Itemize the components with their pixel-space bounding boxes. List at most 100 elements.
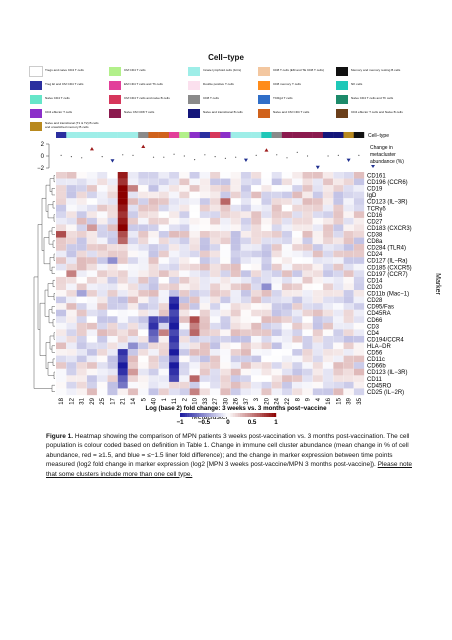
heatmap-cell	[138, 172, 149, 179]
legend-label: CM CD4 T cells and naive B cells	[124, 96, 170, 101]
heatmap-cell	[302, 381, 313, 389]
heatmap-cell	[199, 250, 211, 258]
legend-swatch	[109, 108, 121, 118]
heatmap-cell	[281, 204, 293, 212]
heatmap-cell	[353, 172, 365, 179]
heatmap-cell	[292, 244, 303, 251]
column-label: 18	[59, 397, 65, 404]
heatmap-cell	[158, 276, 170, 284]
heatmap-cell	[230, 296, 241, 304]
colorbar-segment	[218, 413, 221, 417]
heatmap-cell	[107, 349, 118, 356]
heatmap-cell	[353, 290, 365, 297]
heatmap-cell	[240, 368, 252, 376]
heatmap-cell	[322, 270, 334, 278]
heatmap-cell	[76, 263, 87, 271]
heatmap-cell	[240, 322, 252, 330]
legend-item: Innate lymphoid cells (ILCs)	[188, 66, 259, 76]
row-label: CD28	[367, 298, 383, 304]
heatmap-cell	[210, 276, 221, 284]
heatmap-cell	[148, 270, 159, 278]
celltype-cell	[117, 132, 129, 138]
heatmap-cell	[127, 185, 139, 192]
heatmap-cell	[240, 296, 252, 304]
colorbar-segment	[232, 413, 236, 417]
heatmap-cell	[76, 231, 87, 238]
heatmap-cell	[333, 381, 344, 389]
heatmap-cell	[220, 244, 231, 251]
heatmap-cell	[148, 335, 159, 343]
heatmap-cell	[271, 322, 283, 330]
heatmap-cell	[117, 283, 129, 291]
heatmap-cell	[240, 335, 252, 343]
legend-label: CD8 T cells (EM and TE CD8 T cells)	[273, 68, 324, 73]
heatmap-cell	[333, 263, 344, 271]
heatmap-cell	[168, 329, 180, 337]
heatmap-cell	[251, 290, 262, 297]
heatmap-cell	[302, 217, 313, 225]
heatmap-cell	[210, 244, 221, 251]
heatmap-cell	[86, 296, 98, 304]
heatmap-cell	[56, 185, 67, 192]
heatmap-cell	[107, 381, 118, 389]
heatmap-cell	[107, 231, 118, 238]
heatmap-cell	[251, 316, 262, 324]
heatmap-cell	[56, 263, 67, 271]
heatmap-cell	[107, 217, 118, 225]
heatmap-cell	[179, 244, 190, 251]
colorbar-segment	[206, 413, 209, 417]
heatmap-cell	[271, 185, 283, 192]
heatmap-cell	[158, 185, 170, 192]
dendrogram-branch	[48, 309, 53, 324]
heatmap-cell	[261, 172, 272, 179]
heatmap-cell	[107, 368, 118, 376]
heatmap-cell	[179, 178, 190, 186]
decrease-marker	[346, 158, 351, 162]
heatmap-cell	[302, 231, 313, 238]
heatmap-cell	[158, 250, 170, 258]
heatmap-cell	[302, 211, 313, 219]
heatmap-cell	[292, 250, 303, 258]
heatmap-cell	[86, 316, 98, 324]
heatmap-cell	[271, 191, 283, 199]
heatmap-cell	[148, 185, 159, 192]
legend-item: Naive and CM CD4 T cells	[258, 108, 329, 118]
heatmap-cell	[343, 231, 354, 238]
heatmap-cell	[107, 276, 118, 284]
y-axis-label: Marker	[434, 273, 441, 295]
heatmap-cell	[322, 375, 334, 383]
heatmap-cell	[86, 204, 98, 212]
heatmap-cell	[281, 329, 293, 337]
legend-swatch	[258, 66, 270, 76]
change-point	[81, 157, 83, 159]
change-point	[296, 151, 298, 153]
change-label: abundance (%)	[370, 159, 404, 165]
dendrogram-branch	[53, 214, 55, 222]
heatmap-cell	[220, 191, 231, 199]
heatmap-cell	[322, 368, 334, 376]
celltype-cell	[230, 132, 241, 138]
heatmap-cell	[86, 270, 98, 278]
legend-item: Double positive T cells	[188, 80, 259, 90]
heatmap-cell	[251, 283, 262, 291]
heatmap-cell	[107, 329, 118, 337]
heatmap-cell	[302, 388, 313, 396]
heatmap-cell	[281, 185, 293, 192]
heatmap-cell	[220, 355, 231, 363]
heatmap-cell	[312, 335, 324, 343]
heatmap-cell	[76, 381, 87, 389]
heatmap-cell	[107, 185, 118, 192]
heatmap-cell	[261, 296, 272, 304]
row-label: CD127 (IL−Ra)	[367, 259, 408, 265]
legend-label: Naive CM CD8 T cells	[124, 110, 155, 115]
heatmap-cell	[281, 257, 293, 264]
heatmap-cell	[148, 355, 159, 363]
heatmap-cell	[220, 303, 231, 310]
legend-label: CD4 effector T cells	[45, 110, 72, 115]
colorbar-segment	[182, 413, 185, 417]
heatmap-cell	[158, 316, 170, 324]
heatmap-cell	[86, 342, 98, 350]
heatmap-cell	[261, 257, 272, 264]
change-point	[286, 157, 288, 159]
dendrogram-branch	[48, 230, 53, 245]
